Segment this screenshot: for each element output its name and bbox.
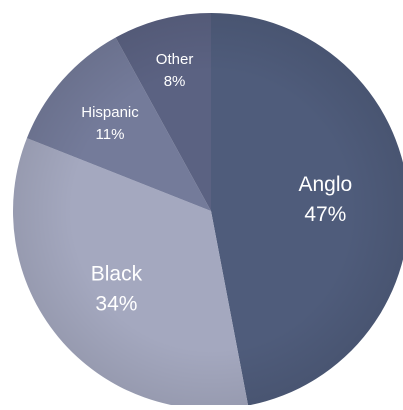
slice-value-anglo: 47% (304, 203, 346, 226)
slice-label-hispanic: Hispanic (81, 104, 139, 121)
slice-label-other: Other (156, 51, 194, 68)
slice-label-anglo: Anglo (298, 173, 352, 196)
pie-labels: Anglo 47% Black 34% Hispanic 11% Other 8% (81, 51, 352, 315)
slice-label-black: Black (91, 262, 143, 285)
slice-value-other: 8% (164, 73, 186, 90)
slice-value-hispanic: 11% (96, 126, 125, 143)
slice-value-black: 34% (95, 292, 137, 315)
